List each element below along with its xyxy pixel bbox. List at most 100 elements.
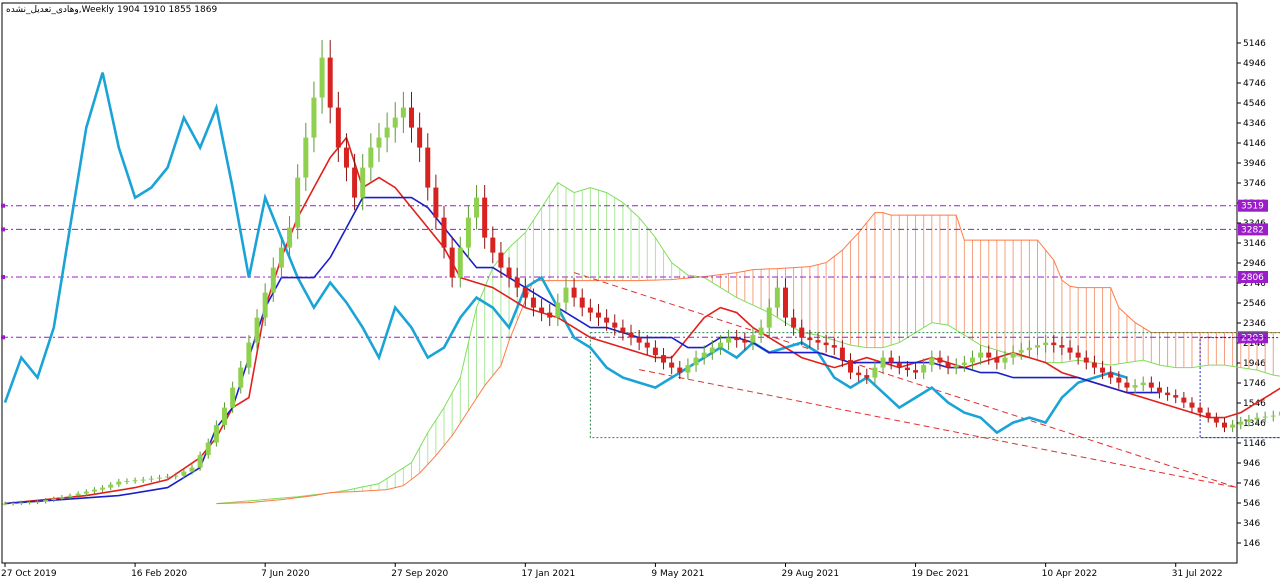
candle-body xyxy=(652,347,658,356)
candle-body xyxy=(67,495,73,498)
candle xyxy=(368,133,374,182)
candle-body xyxy=(1197,407,1203,413)
candle-body xyxy=(547,312,553,318)
candle-body xyxy=(1189,402,1195,408)
candle xyxy=(522,278,528,307)
range-box-inner xyxy=(1199,337,1280,439)
candle-body xyxy=(335,107,341,148)
candle-body xyxy=(116,481,122,485)
price-tick-label: 2146 xyxy=(1243,339,1266,349)
candle-body xyxy=(1165,392,1171,396)
candle-body xyxy=(278,247,284,268)
candle-body xyxy=(831,345,837,348)
candle-body xyxy=(287,227,293,248)
candle-body xyxy=(522,287,528,298)
candle-body xyxy=(555,302,561,318)
candle xyxy=(685,358,691,380)
candle xyxy=(197,451,203,471)
candle xyxy=(661,348,667,370)
time-tick-label: 10 Apr 2022 xyxy=(1042,569,1098,579)
candle xyxy=(230,381,236,413)
candle xyxy=(986,345,992,365)
candles xyxy=(2,40,1280,506)
candle-body xyxy=(1278,411,1280,416)
candle-body xyxy=(1270,415,1276,417)
candle xyxy=(1018,342,1024,360)
candle xyxy=(35,499,41,505)
candle-body xyxy=(644,342,650,348)
candle xyxy=(604,309,610,331)
candle xyxy=(856,366,862,382)
candle xyxy=(1083,350,1089,370)
candle xyxy=(384,112,390,153)
candle-body xyxy=(189,467,195,472)
candle xyxy=(848,353,854,380)
candle xyxy=(782,278,788,326)
candle xyxy=(482,185,488,249)
candle-body xyxy=(726,337,732,343)
candle xyxy=(1108,366,1114,384)
candle xyxy=(43,498,49,504)
candle xyxy=(132,477,138,484)
candle-body xyxy=(327,57,333,108)
time-tick-label: 19 Dec 2021 xyxy=(912,569,970,579)
price-tick-label: 746 xyxy=(1243,479,1260,489)
candle xyxy=(994,350,1000,370)
price-tick-label: 4546 xyxy=(1243,99,1266,109)
time-tick-label: 9 May 2021 xyxy=(651,569,704,579)
candle xyxy=(1213,412,1219,428)
candle-body xyxy=(254,317,260,343)
candle xyxy=(205,438,211,459)
candle-body xyxy=(579,297,585,308)
candle-body xyxy=(823,342,829,346)
candle-body xyxy=(888,357,894,363)
time-tick-label: 31 Jul 2022 xyxy=(1172,569,1223,579)
candle xyxy=(587,298,593,322)
candle-body xyxy=(1205,412,1211,418)
price-tick-label: 546 xyxy=(1243,499,1260,509)
candle xyxy=(652,340,658,363)
candle xyxy=(1116,371,1122,389)
candle-body xyxy=(91,489,97,492)
candle xyxy=(1067,340,1073,360)
candle xyxy=(1230,419,1236,433)
candle xyxy=(91,487,97,494)
candle-body xyxy=(636,337,642,343)
plot-area xyxy=(1,2,1238,564)
range-box xyxy=(589,332,1280,439)
candle xyxy=(1100,360,1106,380)
candle xyxy=(1189,397,1195,413)
candle xyxy=(140,476,146,483)
candle xyxy=(1075,345,1081,365)
candle xyxy=(465,205,471,259)
candle-body xyxy=(1043,342,1049,346)
candle-body xyxy=(303,137,309,178)
candle-body xyxy=(937,357,943,363)
candle xyxy=(742,332,748,351)
candle xyxy=(254,309,260,351)
candle-body xyxy=(921,365,927,373)
candle-body xyxy=(774,287,780,308)
candle-body xyxy=(43,500,49,502)
candle-body xyxy=(1035,345,1041,348)
candle xyxy=(262,283,268,326)
candle xyxy=(148,475,154,483)
candle-body xyxy=(1140,382,1146,386)
candle-body xyxy=(132,480,138,482)
candle xyxy=(1035,337,1041,355)
candle-body xyxy=(140,479,146,481)
candle xyxy=(1278,411,1280,416)
candle-body xyxy=(758,327,764,336)
candle-body xyxy=(986,352,992,358)
price-tick-label: 3746 xyxy=(1243,179,1266,189)
price-tick-label: 946 xyxy=(1243,459,1260,469)
candle xyxy=(709,340,715,360)
price-level-label: 2806 xyxy=(1241,273,1264,283)
candle xyxy=(669,355,675,375)
candle-body xyxy=(563,287,569,303)
candle xyxy=(904,360,910,377)
price-tick-label: 4746 xyxy=(1243,79,1266,89)
candle xyxy=(1173,389,1179,404)
